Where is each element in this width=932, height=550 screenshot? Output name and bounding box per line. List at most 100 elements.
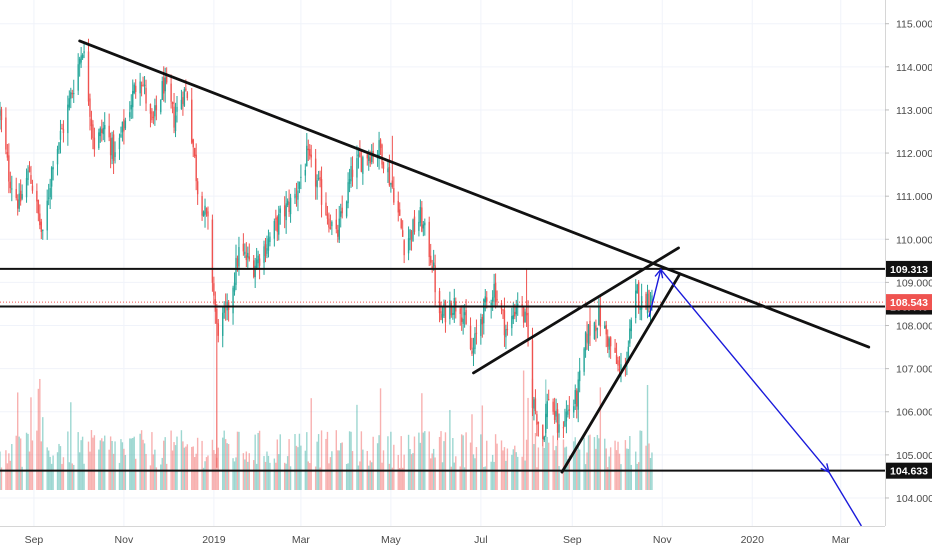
- volume-bar: [521, 456, 523, 490]
- candle-body: [410, 231, 413, 240]
- volume-bar: [443, 441, 445, 490]
- volume-bar: [17, 392, 19, 490]
- volume-bar: [517, 456, 519, 490]
- candle-body: [232, 287, 234, 314]
- volume-bar: [381, 462, 383, 490]
- volume-bar: [247, 461, 249, 490]
- volume-bar: [112, 453, 115, 490]
- candle-body: [298, 181, 301, 189]
- volume-bar: [77, 432, 79, 490]
- candle-body: [46, 200, 48, 231]
- candle-body: [511, 315, 513, 329]
- volume-bar: [19, 438, 22, 490]
- candle-body: [407, 238, 410, 254]
- volume-bar: [438, 436, 441, 490]
- candle-body: [418, 221, 420, 231]
- candle-body: [578, 370, 581, 382]
- volume-bar: [500, 440, 503, 490]
- volume-bar: [596, 434, 599, 490]
- candle-body: [78, 58, 81, 65]
- candle-body: [636, 284, 638, 294]
- volume-bar: [176, 436, 178, 490]
- candle-body: [73, 93, 75, 95]
- x-tick-label: Nov: [115, 534, 134, 546]
- candle-body: [390, 183, 392, 185]
- volume-bar: [368, 465, 370, 490]
- candle-body: [449, 300, 451, 320]
- candle-body: [537, 421, 540, 424]
- candle-body: [645, 293, 647, 310]
- volume-bar: [546, 436, 548, 490]
- candle-body: [587, 324, 590, 344]
- volume-bar: [326, 431, 329, 490]
- candle-body: [556, 409, 559, 433]
- candle-body: [135, 85, 137, 92]
- candle-body: [607, 336, 609, 347]
- y-tick-label: 108.000: [896, 321, 932, 333]
- candle-body: [297, 190, 299, 200]
- volume-bar: [401, 467, 404, 490]
- volume-bar: [536, 467, 538, 490]
- volume-bar: [300, 445, 302, 490]
- candle-body: [326, 214, 329, 219]
- volume-bar: [422, 432, 425, 490]
- candle-body: [546, 401, 548, 418]
- volume-bar: [371, 462, 373, 490]
- volume-bar: [421, 393, 423, 490]
- candle-body: [238, 247, 240, 267]
- candle-body: [294, 193, 296, 199]
- volume-bar: [101, 438, 103, 490]
- candle-body: [522, 307, 525, 323]
- volume-bar: [21, 466, 23, 490]
- volume-bar: [81, 436, 84, 490]
- price-levels: [0, 267, 885, 472]
- candle-body: [214, 299, 217, 312]
- volume-bar: [345, 463, 348, 490]
- candle-body: [527, 312, 529, 341]
- candle-body: [50, 167, 53, 187]
- candle-body: [314, 158, 317, 187]
- candle-body: [512, 315, 514, 320]
- candle-body: [263, 246, 265, 263]
- candle-body: [196, 181, 199, 195]
- candle-body: [130, 104, 132, 110]
- volume-bar: [46, 447, 48, 490]
- candle-body: [614, 347, 616, 353]
- candle-body: [67, 104, 69, 134]
- volume-bar: [224, 439, 227, 490]
- candle-body: [328, 218, 330, 228]
- time-axis[interactable]: Sep Nov 2019 Mar May Jul Sep Nov 2020 Mar: [25, 534, 851, 546]
- volume-bar: [185, 446, 187, 490]
- candle-body: [267, 238, 270, 251]
- volume-bar: [161, 457, 163, 490]
- volume-bar: [61, 463, 63, 490]
- volume-bar: [87, 441, 90, 490]
- y-tick-label: 109.000: [896, 277, 932, 289]
- volume-bar: [378, 435, 380, 490]
- volume-bar: [0, 467, 3, 490]
- candle-body: [514, 311, 516, 317]
- volume-bar: [463, 467, 466, 490]
- volume-bar: [319, 467, 321, 490]
- candle-body: [151, 111, 153, 121]
- candle-body: [77, 64, 79, 91]
- candle-body: [133, 84, 135, 94]
- candle-body: [555, 411, 557, 417]
- price-tag: [886, 260, 932, 277]
- volume-bar: [522, 370, 525, 490]
- candle-body: [309, 148, 311, 156]
- candle-body: [533, 399, 535, 409]
- volume-bar: [283, 462, 286, 490]
- y-tick-label: 115.000: [896, 19, 932, 31]
- volume-bar: [278, 454, 280, 490]
- volume-bar: [11, 444, 13, 490]
- price-axis[interactable]: 104.000 105.000 106.000 107.000 108.000 109.0…: [885, 19, 932, 505]
- volume-bar: [298, 433, 301, 490]
- candle-body: [431, 266, 433, 269]
- candle-body: [635, 290, 637, 318]
- volume-bar: [558, 466, 560, 490]
- candle-body: [201, 196, 203, 216]
- candle-body: [627, 346, 630, 363]
- candle-body: [39, 213, 41, 226]
